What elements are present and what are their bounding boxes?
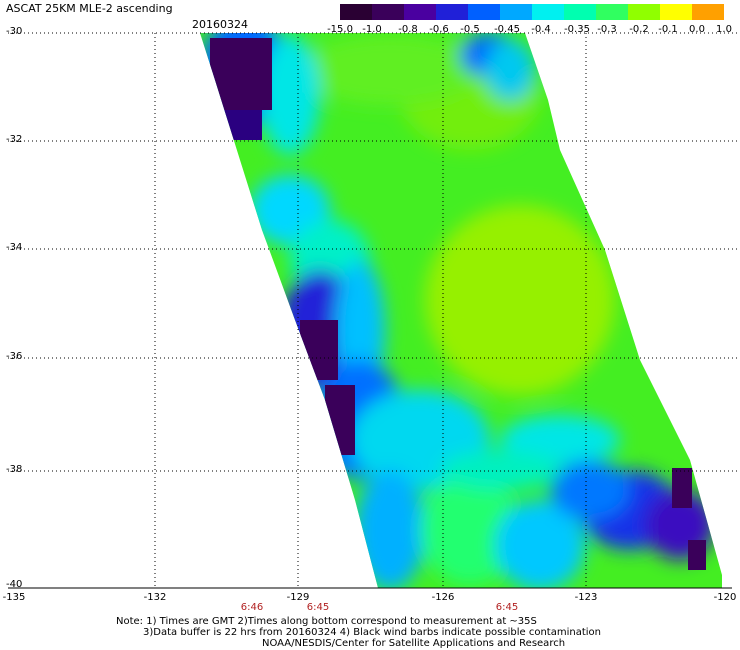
lat-label: -30 <box>6 26 23 37</box>
lon-label: -123 <box>574 592 598 603</box>
colorbar-label: -0.2 <box>629 24 649 35</box>
colorbar-swatch <box>436 4 468 20</box>
colorbar-label: -0.8 <box>398 24 418 35</box>
colorbar-label: -0.5 <box>460 24 480 35</box>
lon-label: -126 <box>431 592 455 603</box>
swath-low-cell <box>688 540 706 570</box>
lon-label: -129 <box>286 592 310 603</box>
colorbar-labels: -15.0 -1.0 -0.8 -0.6 -0.5 -0.45 -0.4 -0.… <box>326 24 738 36</box>
footnote-line-1: Note: 1) Times are GMT 2)Times along bot… <box>116 616 537 627</box>
colorbar-swatch <box>404 4 436 20</box>
colorbar <box>340 4 724 20</box>
swath-low-cell <box>222 110 262 140</box>
colorbar-swatch <box>660 4 692 20</box>
colorbar-swatch <box>340 4 372 20</box>
colorbar-swatch <box>564 4 596 20</box>
time-label: 6:46 <box>240 602 264 613</box>
colorbar-swatch <box>692 4 724 20</box>
colorbar-label: -1.0 <box>362 24 382 35</box>
colorbar-label: -0.1 <box>658 24 678 35</box>
colorbar-label: -15.0 <box>327 24 353 35</box>
footnote-credit: NOAA/NESDIS/Center for Satellite Applica… <box>262 638 566 649</box>
colorbar-swatch <box>500 4 532 20</box>
swath-low-cell <box>300 320 338 380</box>
graticule <box>8 32 740 588</box>
swath-low-cell <box>325 385 355 455</box>
lon-label: -120 <box>713 592 737 603</box>
colorbar-label: -0.6 <box>429 24 449 35</box>
lat-label: -38 <box>6 464 23 475</box>
colorbar-label: -0.4 <box>531 24 551 35</box>
lon-label: -135 <box>2 592 26 603</box>
time-label: 6:45 <box>306 602 330 613</box>
colorbar-swatch <box>532 4 564 20</box>
swath-low-cell <box>672 468 692 508</box>
colorbar-swatch <box>468 4 500 20</box>
colorbar-swatch <box>596 4 628 20</box>
time-label: 6:45 <box>495 602 519 613</box>
map-date: 20160324 <box>192 18 248 31</box>
swath-field <box>200 33 722 588</box>
colorbar-swatch <box>628 4 660 20</box>
colorbar-label: -0.45 <box>494 24 520 35</box>
colorbar-swatch <box>372 4 404 20</box>
footnote-line-2: 3)Data buffer is 22 hrs from 20160324 4)… <box>143 627 601 638</box>
colorbar-label: -0.3 <box>597 24 617 35</box>
lat-label: -32 <box>6 134 23 145</box>
colorbar-label: -0.35 <box>564 24 590 35</box>
colorbar-label: 1.0 <box>716 24 732 35</box>
colorbar-label: 0.0 <box>689 24 705 35</box>
swath-low-cell <box>210 38 272 110</box>
lat-label: -34 <box>6 242 23 253</box>
lat-label: -36 <box>6 351 23 362</box>
lat-label: -40 <box>6 579 23 590</box>
lon-label: -132 <box>143 592 167 603</box>
map-title: ASCAT 25KM MLE-2 ascending <box>6 2 173 15</box>
